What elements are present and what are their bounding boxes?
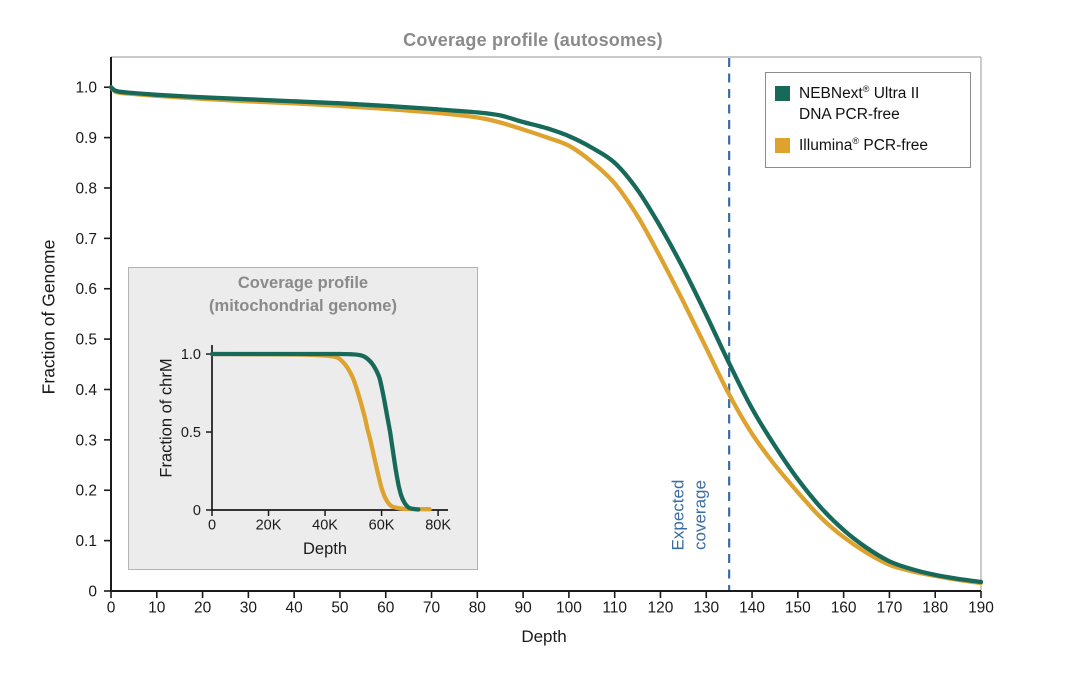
legend-brand: NEBNext bbox=[799, 85, 863, 103]
tick-label: 0.7 bbox=[75, 231, 97, 248]
tick-label: 190 bbox=[968, 600, 994, 617]
tick-label: 0.2 bbox=[75, 483, 97, 500]
tick-label: 70 bbox=[423, 600, 441, 617]
tick-label: 80K bbox=[425, 518, 451, 534]
main-axes: 0 10 20 30 40 50 60 70 80 90 100 110 120 130 140 150 160… bbox=[75, 56, 994, 617]
inset-title-line2: (mitochondrial genome) bbox=[209, 297, 397, 316]
tick-label: 1.0 bbox=[75, 80, 97, 97]
tick-label: 0.1 bbox=[75, 533, 97, 550]
y-axis-label: Fraction of Genome bbox=[38, 239, 59, 395]
tick-label: 0 bbox=[208, 518, 216, 534]
registered-mark: ® bbox=[852, 136, 860, 147]
tick-label: 0.5 bbox=[75, 332, 97, 349]
inset-series bbox=[209, 351, 432, 512]
tick-label: 90 bbox=[514, 600, 532, 617]
legend-label-line2: DNA PCR-free bbox=[799, 105, 900, 123]
nebnext-curve bbox=[108, 85, 984, 585]
tick-label: 130 bbox=[693, 600, 719, 617]
tick-label: 0.5 bbox=[181, 425, 201, 441]
tick-label: 0 bbox=[107, 600, 116, 617]
tick-label: 170 bbox=[876, 600, 902, 617]
tick-label: 0.9 bbox=[75, 130, 97, 147]
inset-axes: 0 20K 40K 60K 80K 0 0.5 1.0 bbox=[181, 345, 451, 534]
tick-label: 0 bbox=[88, 584, 97, 601]
legend-brand-rest: Ultra II bbox=[869, 85, 920, 103]
tick-label: 40K bbox=[312, 518, 338, 534]
tick-label: 0.3 bbox=[75, 432, 97, 449]
tick-label: 120 bbox=[648, 600, 674, 617]
tick-label: 20K bbox=[256, 518, 282, 534]
tick-label: 60 bbox=[377, 600, 395, 617]
tick-label: 150 bbox=[785, 600, 811, 617]
inset-y-axis-label: Fraction of chrM bbox=[157, 358, 176, 478]
legend-brand-rest: PCR-free bbox=[859, 137, 928, 155]
legend-label-illumina: Illumina® PCR-free bbox=[799, 136, 928, 157]
expected-coverage-annotation: Expected coverage bbox=[668, 480, 713, 551]
x-axis-label: Depth bbox=[521, 627, 567, 646]
annotation-line1: Expected bbox=[668, 479, 688, 551]
inset-panel bbox=[128, 267, 478, 570]
tick-label: 20 bbox=[194, 600, 212, 617]
tick-label: 50 bbox=[331, 600, 349, 617]
tick-label: 80 bbox=[469, 600, 487, 617]
chart-title: Coverage profile (autosomes) bbox=[403, 30, 663, 50]
tick-label: 40 bbox=[286, 600, 304, 617]
tick-label: 30 bbox=[240, 600, 258, 617]
legend-brand: Illumina bbox=[799, 137, 853, 155]
tick-label: 10 bbox=[148, 600, 166, 617]
inset-title: Coverage profile (mitochondrial genome) bbox=[128, 272, 478, 319]
tick-label: 110 bbox=[602, 600, 627, 617]
nebnext-inset-curve bbox=[209, 351, 421, 512]
tick-label: 0.4 bbox=[75, 382, 97, 399]
illumina-swatch-icon bbox=[775, 138, 790, 154]
tick-label: 60K bbox=[369, 518, 395, 534]
tick-label: 0.6 bbox=[75, 281, 97, 298]
nebnext-swatch-icon bbox=[775, 86, 790, 101]
tick-label: 0 bbox=[193, 503, 201, 519]
legend-item-illumina: Illumina® PCR-free bbox=[775, 136, 964, 157]
tick-label: 160 bbox=[831, 600, 857, 617]
illumina-inset-curve bbox=[209, 351, 432, 512]
tick-label: 180 bbox=[922, 600, 948, 617]
annotation-line2: coverage bbox=[691, 480, 710, 550]
legend-item-nebnext: NEBNext® Ultra II DNA PCR-free bbox=[775, 84, 964, 125]
inset-x-axis-label: Depth bbox=[302, 540, 348, 558]
registered-mark: ® bbox=[862, 84, 870, 94]
inset-title-line1: Coverage profile bbox=[237, 274, 369, 292]
tick-label: 140 bbox=[739, 600, 765, 617]
tick-label: 100 bbox=[556, 600, 582, 617]
main-series bbox=[108, 85, 984, 586]
tick-label: 1.0 bbox=[181, 347, 201, 363]
tick-label: 0.8 bbox=[75, 180, 97, 197]
legend-label-nebnext: NEBNext® Ultra II DNA PCR-free bbox=[799, 84, 919, 125]
legend: NEBNext® Ultra II DNA PCR-free Illumina®… bbox=[765, 72, 971, 168]
